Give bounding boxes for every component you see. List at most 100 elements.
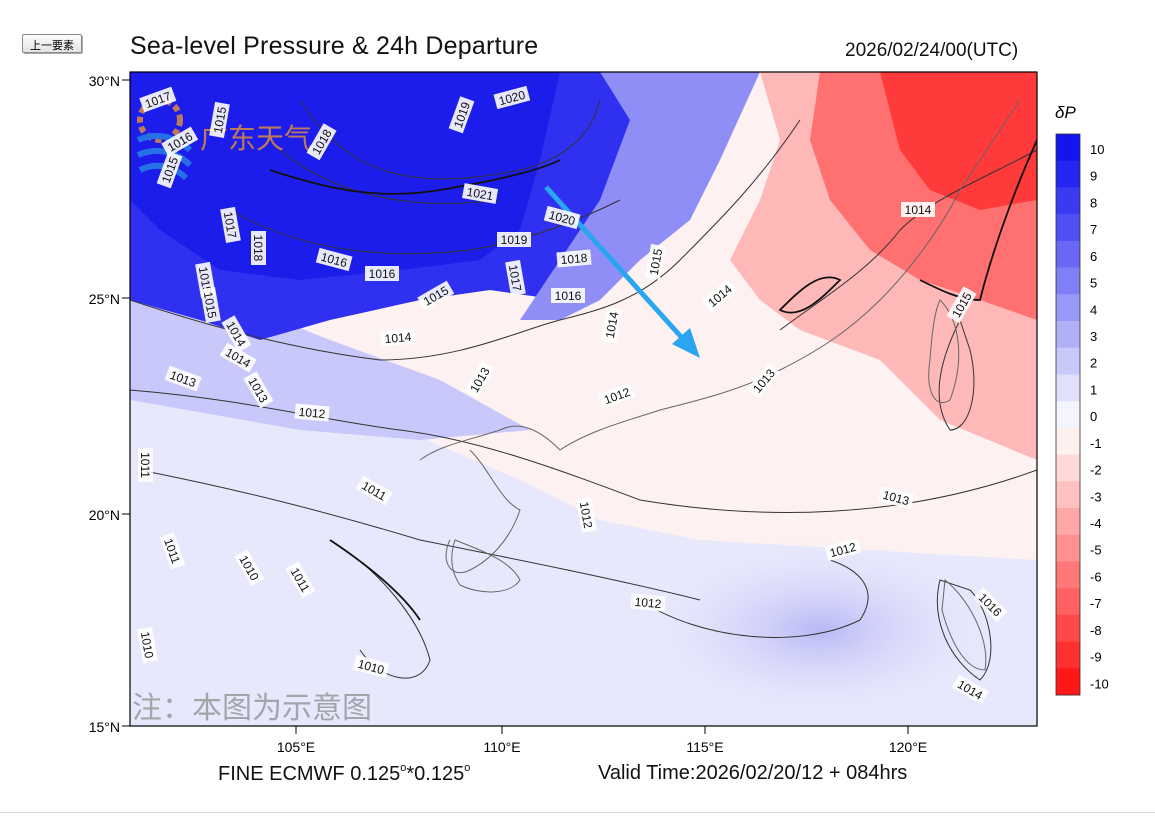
isobar-label: 1020 <box>493 85 531 110</box>
lon-label-115: 115°E <box>686 739 723 755</box>
svg-text:1012: 1012 <box>577 501 595 530</box>
svg-text:1020: 1020 <box>547 208 577 229</box>
isobar-label: 1015 <box>645 243 666 280</box>
colorbar-tick: 4 <box>1090 302 1097 317</box>
svg-text:1019: 1019 <box>501 233 528 247</box>
svg-text:1018: 1018 <box>251 235 265 262</box>
colorbar-tick: 0 <box>1090 409 1097 424</box>
colorbar-cell <box>1056 240 1080 269</box>
svg-text:1015: 1015 <box>201 291 219 320</box>
colorbar-cell <box>1056 214 1080 242</box>
colorbar-cell <box>1056 641 1080 669</box>
watermark-note: 注：本图为示意图 <box>132 692 372 725</box>
colorbar-cell <box>1056 401 1080 429</box>
isobar-label: 1010 <box>137 626 158 663</box>
colorbar-cell <box>1056 668 1080 696</box>
colorbar-tick: -7 <box>1090 596 1102 611</box>
colorbar-tick: 9 <box>1090 169 1097 184</box>
svg-text:1010: 1010 <box>356 657 386 678</box>
svg-text:1014: 1014 <box>384 330 412 346</box>
isobar-label: 1010 <box>352 654 390 679</box>
svg-text:1010: 1010 <box>138 631 156 660</box>
colorbar-tick: 5 <box>1090 276 1097 291</box>
colorbar-tick: -3 <box>1090 489 1102 504</box>
colorbar-tick: 7 <box>1090 222 1097 237</box>
colorbar-tick: 10 <box>1090 142 1104 157</box>
svg-text:1016: 1016 <box>555 289 582 303</box>
colorbar-label: δP <box>1055 103 1076 122</box>
field-low-core <box>880 72 1037 210</box>
isobar-label: 1012 <box>630 593 666 612</box>
svg-text:1015: 1015 <box>196 266 214 295</box>
colorbar-cell <box>1056 427 1080 456</box>
svg-text:1016: 1016 <box>319 250 349 271</box>
prev-element-button[interactable]: 上一要素 <box>22 34 82 53</box>
colorbar-tick: 1 <box>1090 382 1097 397</box>
isobar-label: 1021 <box>462 183 499 204</box>
colorbar-cell <box>1056 508 1080 536</box>
svg-text:1014: 1014 <box>603 310 621 339</box>
lon-label-105: 105°E <box>277 739 315 755</box>
svg-text:1016: 1016 <box>369 267 396 281</box>
svg-text:1017: 1017 <box>221 211 239 240</box>
lat-label-15: 15°N <box>89 719 120 735</box>
colorbar-tick: -1 <box>1090 436 1102 451</box>
isobar-label: 1016 <box>365 266 399 281</box>
valid-time: Valid Time:2026/02/20/12 + 084hrs <box>598 762 908 784</box>
svg-text:1017: 1017 <box>506 264 524 293</box>
svg-text:1012: 1012 <box>828 540 858 561</box>
svg-text:1015: 1015 <box>647 247 665 276</box>
colorbar-cell <box>1056 454 1080 482</box>
colorbar-cell <box>1056 347 1080 375</box>
isobar-label: 1016 <box>551 288 585 303</box>
colorbar-tick: 6 <box>1090 249 1097 264</box>
isobar-label: 1014 <box>601 306 622 343</box>
colorbar-tick: -6 <box>1090 569 1102 584</box>
lat-label-30: 30°N <box>89 73 120 89</box>
svg-text:1020: 1020 <box>497 88 527 109</box>
bottom-divider <box>0 812 1155 813</box>
svg-text:1011: 1011 <box>138 452 152 478</box>
svg-text:1012: 1012 <box>298 405 326 421</box>
model-info: FINE ECMWF 0.125o*0.125o <box>218 762 471 785</box>
colorbar-cell <box>1056 588 1080 616</box>
isobar-label: 1014 <box>901 202 935 217</box>
chart-title: Sea-level Pressure & 24h Departure <box>130 32 539 60</box>
isobar-label: 1020 <box>543 205 581 230</box>
isobar-label: 1018 <box>251 231 266 265</box>
isobars-bold <box>269 139 1037 621</box>
colorbar-cell <box>1056 187 1080 215</box>
isobar-label: 1017 <box>505 259 526 296</box>
isobar-label: 1015 <box>209 101 230 138</box>
colorbar-cell <box>1056 561 1080 589</box>
isobar-label: 1016 <box>315 247 353 272</box>
svg-text:1014: 1014 <box>905 203 932 217</box>
guangdong-weather-logo: 广东天气 <box>136 97 312 181</box>
colorbar-cell <box>1056 534 1080 562</box>
lat-label-25: 25°N <box>89 291 120 307</box>
colorbar-cell <box>1056 160 1080 188</box>
isobar-label: 1014 <box>380 328 416 347</box>
lat-label-20: 20°N <box>89 507 120 523</box>
colorbar-tick: -10 <box>1090 676 1109 691</box>
svg-text:1013: 1013 <box>881 488 911 509</box>
svg-text:1012: 1012 <box>634 595 662 611</box>
isobar-label: 1017 <box>220 206 241 243</box>
colorbar-cell <box>1056 294 1080 322</box>
isobar-label: 1011 <box>138 448 153 482</box>
forecast-datetime: 2026/02/24/00(UTC) <box>845 40 1019 61</box>
colorbar-cell <box>1056 134 1080 162</box>
map-frame <box>129 71 1038 727</box>
map-axes: 30°N 25°N 20°N 15°N 105°E 110°E 115°E 12… <box>89 73 927 755</box>
isobar-label: 1013 <box>877 485 915 510</box>
isobar-label: 1012 <box>576 496 597 533</box>
field-blue-scs <box>640 540 1000 720</box>
colorbar-tick: -9 <box>1090 650 1102 665</box>
colorbar-cell <box>1056 321 1080 349</box>
isobar-label: 1015 <box>200 286 221 323</box>
colorbar-cell <box>1056 267 1080 295</box>
colorbar-tick: 8 <box>1090 195 1097 210</box>
isobars <box>130 99 1037 681</box>
